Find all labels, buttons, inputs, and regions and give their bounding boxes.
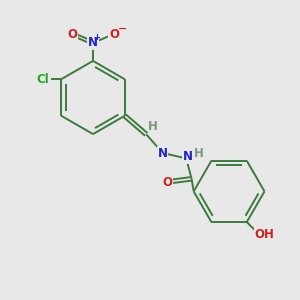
Text: Cl: Cl — [36, 73, 49, 86]
Text: H: H — [194, 146, 204, 160]
Text: O: O — [109, 28, 119, 41]
Text: H: H — [148, 119, 158, 133]
Text: OH: OH — [254, 228, 274, 241]
Text: N: N — [88, 36, 98, 50]
Text: O: O — [162, 176, 172, 189]
Text: N: N — [158, 146, 168, 160]
Text: −: − — [117, 24, 127, 34]
Text: +: + — [93, 33, 100, 42]
Text: O: O — [67, 28, 77, 41]
Text: N: N — [183, 150, 193, 164]
